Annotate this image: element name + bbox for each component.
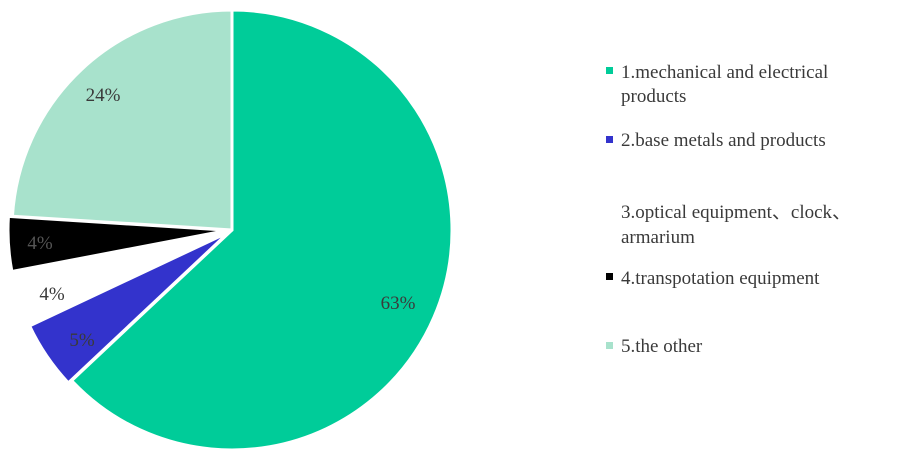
data-label-4: 4% <box>27 233 53 254</box>
legend-label-1-line-2: products <box>621 86 686 107</box>
pie-data-labels: 63% 5% 4% 4% 24% <box>27 85 415 351</box>
data-label-5: 24% <box>86 85 121 106</box>
legend-item-5: 5.the other <box>606 336 703 357</box>
pie-slices <box>6 8 454 450</box>
legend-label-3: 3.optical equipment、clock、 <box>621 202 851 223</box>
legend-label-5: 5.the other <box>621 336 703 357</box>
legend-item-2: 2.base metals and products <box>606 130 826 151</box>
legend-swatch-5 <box>606 342 613 349</box>
legend-label-4: 4.transpotation equipment <box>621 268 820 289</box>
legend-swatch-4 <box>606 273 613 280</box>
legend-swatch-1 <box>606 67 613 74</box>
legend-label-2: 2.base metals and products <box>621 130 826 151</box>
legend: 1.mechanical and electrical products 2.b… <box>606 62 851 357</box>
legend-label-3-line-2: armarium <box>621 227 695 248</box>
legend-item-1: 1.mechanical and electrical products <box>606 62 828 107</box>
legend-item-4: 4.transpotation equipment <box>606 268 820 289</box>
legend-swatch-2 <box>606 136 613 143</box>
pie-slice-4 <box>6 214 230 273</box>
pie-slice-1 <box>70 8 454 450</box>
data-label-3: 4% <box>39 284 65 305</box>
pie-slice-5 <box>10 8 234 232</box>
legend-item-3: 3.optical equipment、clock、 armarium <box>621 202 851 248</box>
legend-label-1: 1.mechanical and electrical <box>621 62 828 83</box>
data-label-2: 5% <box>69 330 95 351</box>
data-label-1: 63% <box>381 293 416 314</box>
